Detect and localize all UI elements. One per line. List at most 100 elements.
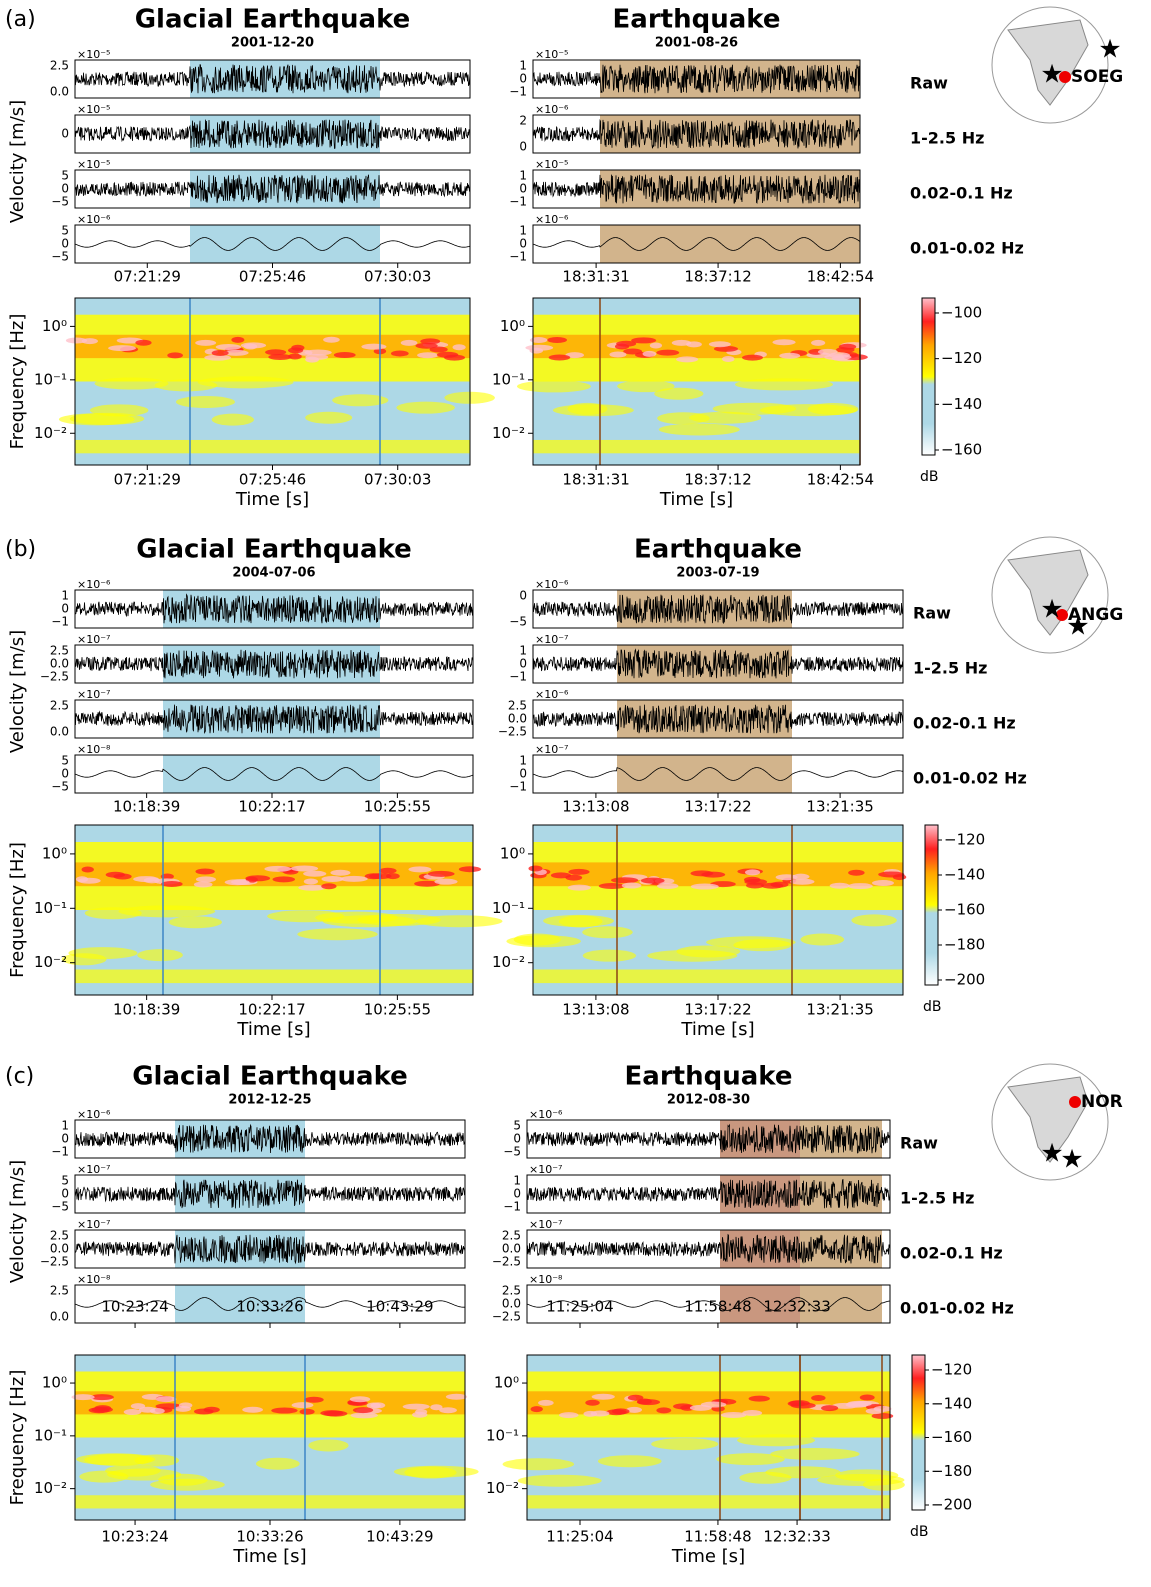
waveform	[526, 1297, 891, 1311]
scale-exponent: ×10⁻⁷	[77, 1218, 110, 1231]
band-label: 0.01-0.02 Hz	[910, 239, 1024, 258]
x-tick-label: 13:21:35	[806, 1001, 873, 1019]
column-date: 2001-12-20	[231, 36, 314, 51]
spectrogram-blob	[123, 1408, 142, 1415]
panel-label: (b)	[5, 537, 36, 562]
x-axis-label: Time [s]	[659, 489, 733, 510]
waveform	[74, 1123, 466, 1154]
band-label: 0.01-0.02 Hz	[913, 769, 1027, 788]
y-tick-label: 0	[61, 237, 69, 251]
freq-tick-label: 10⁰	[42, 1374, 67, 1392]
spectrogram-blob	[332, 394, 389, 407]
spectrogram-blob	[676, 945, 741, 958]
freq-tick-label: 10⁻¹	[34, 370, 67, 388]
trace-frame	[74, 59, 471, 99]
spectrogram-blob	[304, 349, 332, 356]
x-tick-label: 11:58:48	[684, 1528, 751, 1546]
spectrogram-blob	[637, 1398, 652, 1405]
spectrogram-blob	[550, 872, 572, 879]
x-tick-label: 10:33:26	[236, 1528, 303, 1546]
event-window	[800, 1285, 882, 1323]
spectrogram-blob	[722, 356, 735, 363]
spectrogram-blob	[161, 880, 183, 887]
spectrogram-blob	[396, 401, 455, 414]
column-date: 2004-07-06	[232, 566, 315, 581]
spectrogram-blob	[167, 352, 183, 359]
y-tick-label: −1	[503, 1200, 521, 1214]
y-tick-label: 2.5	[50, 1284, 69, 1298]
freq-tick-label: 10⁻²	[492, 424, 525, 442]
x-tick-label: 18:31:31	[562, 471, 629, 489]
spectrogram-band	[75, 1495, 465, 1509]
x-axis-label: Time [s]	[236, 1019, 310, 1040]
y-tick-label: −1	[509, 250, 527, 264]
scale-exponent: ×10⁻⁸	[529, 1273, 563, 1286]
y-tick-label: 1	[519, 169, 527, 183]
x-tick-label: 18:37:12	[684, 268, 751, 286]
spectrogram-blob	[195, 339, 217, 346]
quake-star: ★	[1060, 1145, 1083, 1175]
spectrogram-blob	[690, 883, 719, 890]
spectrogram-blob	[255, 1457, 300, 1470]
quake-star: ★	[1066, 612, 1089, 642]
colorbar-tick-label: −140	[931, 1394, 972, 1412]
spectrogram-blob	[352, 1407, 374, 1414]
station-dot	[1056, 609, 1068, 621]
glacier-star: ★	[1040, 595, 1063, 625]
waveform	[74, 593, 474, 624]
spectrogram-blob	[436, 351, 459, 358]
colorbar-tick-label: −120	[941, 349, 982, 367]
spectrogram-blob	[340, 875, 368, 882]
spectrogram-blob	[609, 351, 627, 358]
spectrogram-blob	[859, 1394, 875, 1401]
trace-frame	[74, 169, 471, 209]
colorbar-tick-label: −200	[931, 1496, 972, 1514]
y-tick-label: 2.5	[508, 699, 527, 713]
x-tick-label: 18:42:54	[807, 268, 874, 286]
spectrogram-blob	[69, 412, 145, 425]
spectrogram-blob	[720, 1411, 747, 1418]
freq-tick-label: 10⁰	[500, 844, 525, 862]
station-label: SOEG	[1071, 67, 1123, 87]
y-tick-label: −5	[51, 195, 69, 209]
spectrogram-blob	[290, 865, 319, 872]
spectrogram-blob	[118, 905, 216, 918]
greenland	[1007, 19, 1089, 106]
spectrogram-blob	[642, 350, 657, 357]
spectrogram-blob	[168, 916, 222, 929]
x-tick-label: 13:13:08	[562, 798, 629, 816]
y-tick-label: −2.5	[492, 1255, 521, 1269]
column-date: 2001-08-26	[655, 36, 738, 51]
spectrogram-blob	[742, 354, 763, 361]
y-tick-label: 5	[61, 224, 69, 238]
waveform	[532, 237, 861, 251]
station-label: ANGG	[1068, 605, 1123, 625]
y-tick-label: −2.5	[40, 1255, 69, 1269]
y-tick-label: 0	[61, 182, 69, 196]
y-tick-label: 1	[513, 1174, 521, 1188]
y-tick-label: −2.5	[492, 1310, 521, 1324]
spectrogram-blob	[559, 1412, 579, 1419]
spectrogram-blob	[590, 1410, 610, 1417]
trace-frame	[74, 644, 474, 684]
x-tick-label: 12:32:33	[763, 1298, 830, 1316]
colorbar-tick-label: −140	[941, 395, 982, 413]
frequency-axis-label: Frequency [Hz]	[7, 842, 28, 978]
waveform	[532, 767, 904, 781]
spectrogram-blob	[272, 876, 296, 883]
waveform	[74, 767, 474, 781]
quake-star: ★	[1098, 35, 1121, 65]
spectrogram-blob	[298, 884, 327, 891]
spectrogram-blob	[143, 877, 160, 884]
y-tick-label: 1	[519, 224, 527, 238]
column-title: Glacial Earthquake	[135, 5, 411, 35]
spectrogram-blob	[568, 868, 590, 875]
colorbar-tick-label: −120	[944, 831, 985, 849]
x-tick-label: 11:58:48	[684, 1298, 751, 1316]
freq-tick-label: 10⁰	[494, 1374, 519, 1392]
y-tick-label: 1	[61, 589, 69, 603]
spectrogram-blob	[361, 343, 387, 350]
freq-tick-label: 10⁻¹	[34, 1426, 67, 1444]
band-label: 1-2.5 Hz	[910, 129, 984, 148]
spectrogram-blob	[829, 882, 850, 889]
